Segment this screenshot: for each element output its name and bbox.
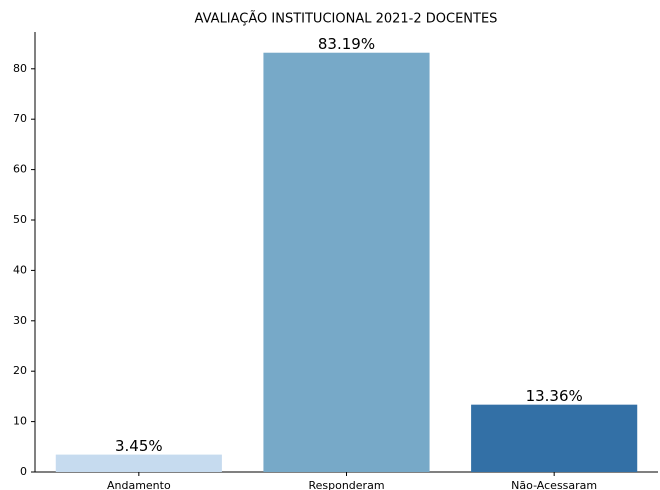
y-tick-label: 30	[13, 314, 27, 327]
y-tick-label: 80	[13, 62, 27, 75]
x-tick-label: Não-Acessaram	[511, 479, 597, 490]
y-tick-label: 10	[13, 415, 27, 428]
y-tick-label: 0	[20, 465, 27, 478]
y-tick-label: 20	[13, 364, 27, 377]
y-tick-label: 40	[13, 263, 27, 276]
value-label: 3.45%	[115, 437, 163, 455]
value-label: 83.19%	[318, 35, 375, 53]
bar	[263, 52, 430, 472]
x-tick-label: Responderam	[308, 479, 384, 490]
bar	[471, 404, 638, 472]
y-tick-label: 70	[13, 112, 27, 125]
y-tick-label: 60	[13, 163, 27, 176]
value-label: 13.36%	[526, 387, 583, 405]
chart-title: AVALIAÇÃO INSTITUCIONAL 2021-2 DOCENTES	[195, 11, 498, 27]
y-tick-label: 50	[13, 213, 27, 226]
x-tick-label: Andamento	[107, 479, 171, 490]
bar	[55, 454, 222, 472]
